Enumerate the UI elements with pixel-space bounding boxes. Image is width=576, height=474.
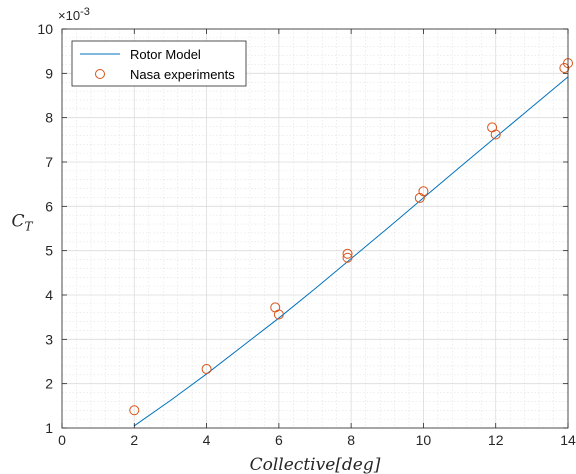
y-tick-label: 9 [45,65,53,81]
y-tick-label: 6 [45,198,53,214]
x-tick-label: 2 [130,432,138,448]
x-tick-label: 12 [488,432,504,448]
y-tick-label: 10 [37,21,53,37]
y-axis-exponent: ×10-3 [58,6,90,23]
x-axis-label: Collective[deg] [250,455,381,474]
y-tick-label: 3 [45,331,53,347]
x-tick-label: 10 [416,432,432,448]
plot-frame [61,28,569,429]
data-point-nasa-experiments [342,252,353,263]
y-tick-label: 1 [45,420,53,436]
minor-grid [62,29,568,428]
ticks [61,28,569,429]
x-tick-label: 4 [203,432,211,448]
y-axis-exponent-base: ×10 [58,8,80,23]
y-tick-label: 5 [45,243,53,259]
data-point-nasa-experiments [201,364,212,375]
y-axis-label-base: C [11,212,24,232]
legend-label-nasa-experiments: Nasa experiments [130,67,235,82]
x-tick-label: 6 [275,432,283,448]
y-tick-label: 7 [45,154,53,170]
y-axis-exponent-power: -3 [80,6,90,18]
data-point-nasa-experiments [490,129,501,140]
legend: Rotor Model Nasa experiments [71,40,247,87]
y-tick-label: 4 [45,287,53,303]
x-tick-label: 14 [560,432,576,448]
y-tick-label: 2 [45,376,53,392]
x-tick-label: 0 [58,432,66,448]
data-point-nasa-experiments [273,309,284,320]
y-tick-label: 8 [45,110,53,126]
series-layer [129,58,573,427]
data-point-nasa-experiments [129,405,140,416]
data-point-nasa-experiments [342,248,353,259]
plot-background [62,29,568,428]
x-tick-label: 8 [347,432,355,448]
y-axis-label: CT [11,212,33,234]
data-point-nasa-experiments [418,186,429,197]
y-axis-label-subscript: T [25,220,34,234]
legend-label-rotor-model: Rotor Model [130,47,201,62]
legend-marker-swatch [95,69,105,79]
